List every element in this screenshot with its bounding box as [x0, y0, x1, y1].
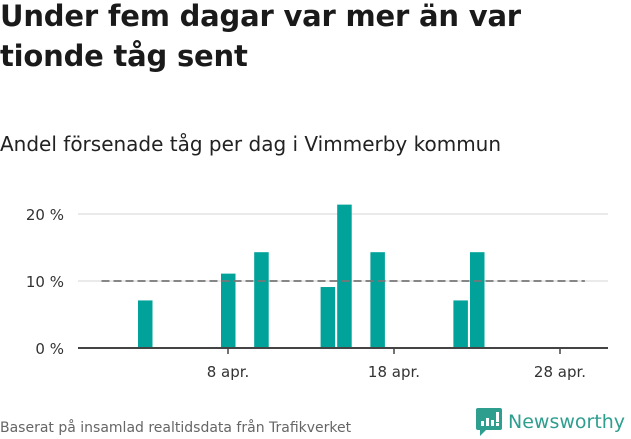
bar: [470, 252, 485, 348]
x-axis-labels: 8 apr. 18 apr. 28 apr.: [207, 363, 586, 381]
svg-text:10 %: 10 %: [26, 273, 64, 291]
bar: [320, 287, 336, 348]
chart-title: Under fem dagar var mer än var tionde tå…: [0, 0, 521, 73]
svg-text:18 apr.: 18 apr.: [368, 363, 420, 381]
bar: [138, 300, 153, 348]
bar: [254, 252, 269, 348]
bar: [370, 252, 385, 348]
svg-text:8 apr.: 8 apr.: [207, 363, 250, 381]
bar-chart: 0 % 10 % 20 % 8 apr. 18 apr. 28 apr.: [26, 204, 608, 381]
y-axis-labels: 0 % 10 % 20 %: [26, 206, 64, 358]
newsworthy-logo-icon: [476, 408, 502, 436]
newsworthy-logo: Newsworthy: [476, 408, 625, 436]
brand-name: Newsworthy: [508, 411, 626, 433]
svg-text:28 apr.: 28 apr.: [534, 363, 586, 381]
bar: [337, 204, 352, 348]
bar: [453, 300, 468, 348]
chart-subtitle: Andel försenade tåg per dag i Vimmerby k…: [0, 132, 502, 156]
bar: [221, 273, 236, 348]
svg-text:20 %: 20 %: [26, 206, 64, 224]
source-note: Baserat på insamlad realtidsdata från Tr…: [0, 420, 352, 436]
bars: [138, 204, 485, 348]
svg-text:0 %: 0 %: [35, 340, 64, 358]
x-axis: [78, 347, 608, 354]
